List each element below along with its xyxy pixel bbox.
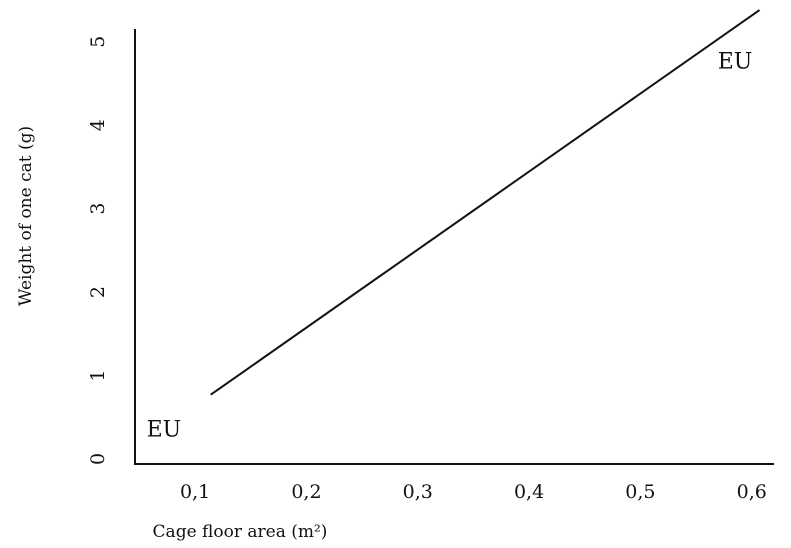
x-tick-label: 0,3 bbox=[403, 481, 433, 503]
y-tick-label: 1 bbox=[87, 369, 109, 381]
annotations: EU EU bbox=[147, 49, 753, 442]
x-tick-labels: 0,1 0,2 0,3 0,4 0,5 0,6 bbox=[180, 481, 767, 503]
y-axis-title: Weight of one cat (g) bbox=[16, 126, 36, 306]
y-tick-label: 5 bbox=[87, 36, 109, 48]
x-tick-label: 0,1 bbox=[180, 481, 210, 503]
y-tick-label: 0 bbox=[87, 453, 109, 465]
x-axis-title: Cage floor area (m²) bbox=[153, 522, 328, 542]
x-tick-label: 0,2 bbox=[291, 481, 321, 503]
y-tick-labels: 0 1 2 3 4 5 bbox=[87, 36, 109, 465]
series-lines bbox=[210, 9, 761, 396]
x-tick-label: 0,6 bbox=[737, 481, 767, 503]
y-tick-label: 2 bbox=[87, 286, 109, 298]
annotation-label: EU bbox=[147, 417, 182, 442]
x-tick-label: 0,4 bbox=[514, 481, 544, 503]
y-tick-label: 4 bbox=[87, 119, 109, 131]
annotation-label: EU bbox=[718, 49, 753, 74]
x-tick-label: 0,5 bbox=[625, 481, 655, 503]
series-line bbox=[210, 9, 761, 396]
y-tick-label: 3 bbox=[87, 203, 109, 215]
axes bbox=[134, 29, 774, 465]
